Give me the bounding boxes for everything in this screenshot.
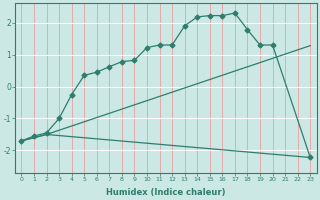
X-axis label: Humidex (Indice chaleur): Humidex (Indice chaleur) bbox=[106, 188, 226, 197]
